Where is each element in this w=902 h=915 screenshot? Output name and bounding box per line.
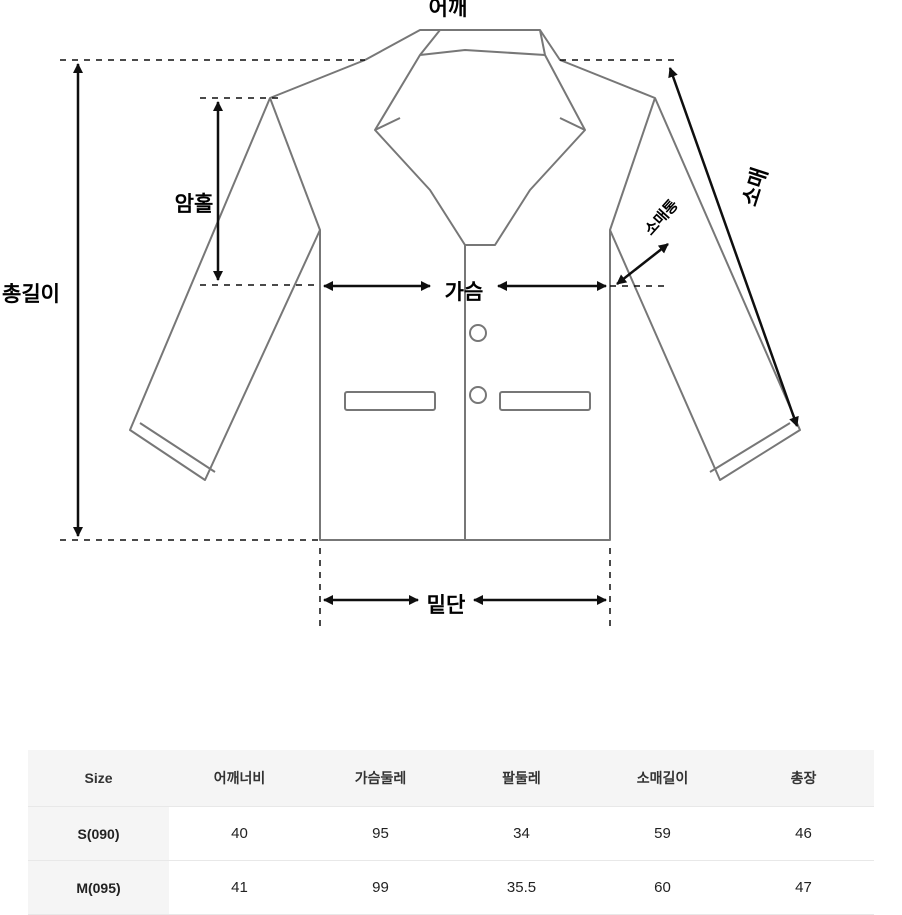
col-chest: 가슴둘레 [310, 750, 451, 807]
label-chest: 가슴 [445, 276, 484, 306]
cell: 95 [310, 807, 451, 861]
label-hem: 밑단 [427, 589, 466, 619]
cell: 35.5 [451, 861, 592, 915]
size-table: Size 어깨너비 가슴둘레 팔둘레 소매길이 총장 S(090) 40 95 … [28, 750, 874, 915]
cell: 59 [592, 807, 733, 861]
label-armhole: 암홀 [175, 188, 214, 218]
label-total-length: 총길이 [2, 278, 60, 308]
col-length: 총장 [733, 750, 874, 807]
table-row: M(095) 41 99 35.5 60 47 [28, 861, 874, 915]
col-size: Size [28, 750, 169, 807]
table-header-row: Size 어깨너비 가슴둘레 팔둘레 소매길이 총장 [28, 750, 874, 807]
row-label: M(095) [28, 861, 169, 915]
col-arm: 팔둘레 [451, 750, 592, 807]
table-row: S(090) 40 95 34 59 46 [28, 807, 874, 861]
cell: 60 [592, 861, 733, 915]
cell: 46 [733, 807, 874, 861]
col-sleeve: 소매길이 [592, 750, 733, 807]
diagram-svg [0, 0, 902, 660]
cell: 34 [451, 807, 592, 861]
row-label: S(090) [28, 807, 169, 861]
cell: 99 [310, 861, 451, 915]
cell: 47 [733, 861, 874, 915]
col-shoulder: 어깨너비 [169, 750, 310, 807]
garment-diagram: 어깨 총길이 암홀 가슴 밑단 소매통 소매 [0, 0, 902, 660]
cell: 41 [169, 861, 310, 915]
cell: 40 [169, 807, 310, 861]
label-shoulder: 어깨 [429, 0, 468, 22]
